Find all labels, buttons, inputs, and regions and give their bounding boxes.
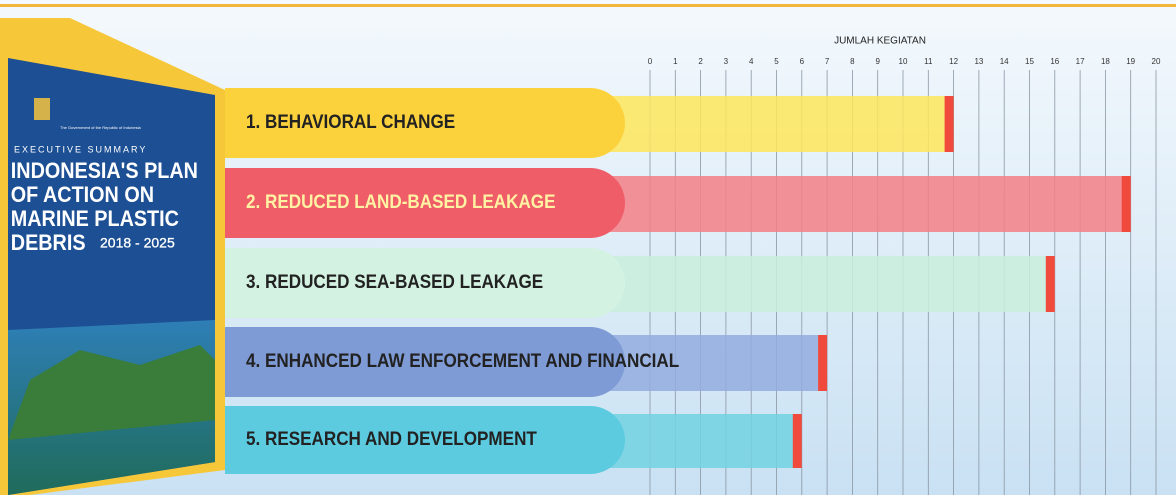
x-tick-label: 19	[1126, 57, 1135, 66]
x-tick-label: 8	[850, 57, 855, 66]
x-tick-label: 3	[724, 57, 729, 66]
emblem	[34, 98, 50, 120]
x-tick-label: 15	[1025, 57, 1034, 66]
bar-cap	[1122, 176, 1131, 232]
cover-title-line: MARINE PLASTIC	[11, 207, 179, 231]
x-tick-label: 18	[1101, 57, 1110, 66]
x-tick-label: 6	[800, 57, 805, 66]
chart-title: JUMLAH KEGIATAN	[834, 36, 926, 47]
x-tick-label: 13	[974, 57, 983, 66]
top-rule	[0, 4, 1176, 7]
x-tick-label: 1	[673, 57, 678, 66]
cover-title-line: OF ACTION ON	[11, 183, 154, 207]
cover-title-line: INDONESIA'S PLAN	[11, 159, 198, 183]
x-tick-label: 2	[698, 57, 703, 66]
x-tick-label: 7	[825, 57, 830, 66]
x-tick-label: 10	[899, 57, 908, 66]
x-tick-label: 4	[749, 57, 754, 66]
x-tick-label: 14	[1000, 57, 1009, 66]
bar-cap	[818, 335, 827, 391]
x-tick-label: 17	[1076, 57, 1085, 66]
y-tick-label: 2. REDUCED LAND-BASED LEAKAGE	[246, 191, 556, 212]
cover-kicker: EXECUTIVE SUMMARY	[14, 144, 147, 154]
bar	[600, 176, 1131, 232]
bar	[600, 96, 954, 152]
bar-cap	[945, 96, 954, 152]
y-tick-label: 5. RESEARCH AND DEVELOPMENT	[246, 428, 537, 449]
x-tick-label: 12	[949, 57, 958, 66]
infographic: The Government of the Republic of Indone…	[0, 0, 1176, 495]
x-tick-label: 0	[648, 57, 653, 66]
x-tick-label: 11	[924, 57, 933, 66]
y-tick-label: 4. ENHANCED LAW ENFORCEMENT AND FINANCIA…	[246, 350, 679, 371]
cover-years: 2018 - 2025	[100, 235, 175, 251]
y-tick-label: 1. BEHAVIORAL CHANGE	[246, 111, 455, 132]
y-tick-label: 3. REDUCED SEA-BASED LEAKAGE	[246, 271, 543, 292]
x-tick-label: 9	[875, 57, 880, 66]
cover-title-line: DEBRIS	[11, 231, 86, 255]
x-tick-label: 16	[1050, 57, 1059, 66]
x-tick-label: 20	[1152, 57, 1161, 66]
cover-publisher: The Government of the Republic of Indone…	[60, 125, 141, 130]
bar-cap	[793, 414, 802, 468]
bar	[600, 256, 1055, 312]
book-cover	[0, 18, 225, 495]
bar-cap	[1046, 256, 1055, 312]
bar	[600, 414, 802, 468]
x-tick-label: 5	[774, 57, 779, 66]
